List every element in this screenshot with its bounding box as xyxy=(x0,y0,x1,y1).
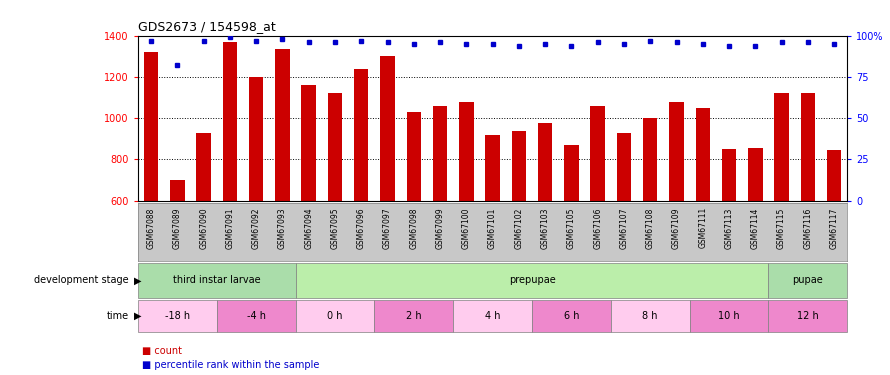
Bar xyxy=(295,300,375,332)
Bar xyxy=(617,133,631,201)
Text: GSM67093: GSM67093 xyxy=(278,207,287,249)
Bar xyxy=(375,300,453,332)
Text: GDS2673 / 154598_at: GDS2673 / 154598_at xyxy=(138,20,276,33)
Text: GSM67113: GSM67113 xyxy=(724,207,733,249)
Text: GSM67098: GSM67098 xyxy=(409,207,418,249)
Bar xyxy=(249,77,263,201)
Bar xyxy=(696,108,710,201)
Text: ■ count: ■ count xyxy=(142,346,182,355)
Bar xyxy=(217,300,295,332)
Text: GSM67089: GSM67089 xyxy=(173,207,182,249)
Text: GSM67108: GSM67108 xyxy=(646,207,655,249)
Bar xyxy=(564,145,578,201)
Bar xyxy=(407,112,421,201)
Text: GSM67116: GSM67116 xyxy=(804,207,813,249)
Bar xyxy=(433,106,448,201)
Text: ■ percentile rank within the sample: ■ percentile rank within the sample xyxy=(142,360,320,369)
Text: GSM67101: GSM67101 xyxy=(488,207,498,249)
Bar xyxy=(459,102,473,201)
Text: GSM67109: GSM67109 xyxy=(672,207,681,249)
Text: GSM67111: GSM67111 xyxy=(699,207,708,248)
Text: GSM67091: GSM67091 xyxy=(225,207,234,249)
Bar xyxy=(295,262,768,298)
Text: GSM67105: GSM67105 xyxy=(567,207,576,249)
Bar xyxy=(827,150,841,201)
Bar xyxy=(380,56,395,201)
Bar xyxy=(643,118,658,201)
Bar xyxy=(768,300,847,332)
Text: GSM67117: GSM67117 xyxy=(829,207,838,249)
Bar xyxy=(590,106,605,201)
Text: 10 h: 10 h xyxy=(718,311,740,321)
Text: GSM67090: GSM67090 xyxy=(199,207,208,249)
Text: -4 h: -4 h xyxy=(247,311,266,321)
Bar xyxy=(801,93,815,201)
Text: GSM67103: GSM67103 xyxy=(540,207,550,249)
Bar xyxy=(512,130,526,201)
Bar xyxy=(690,300,768,332)
Text: 6 h: 6 h xyxy=(563,311,579,321)
Bar xyxy=(328,93,343,201)
Text: time: time xyxy=(107,311,129,321)
Bar xyxy=(138,300,217,332)
Bar xyxy=(532,300,611,332)
Bar xyxy=(222,42,237,201)
Bar xyxy=(302,85,316,201)
Bar xyxy=(144,52,158,201)
Text: 0 h: 0 h xyxy=(328,311,343,321)
Text: 12 h: 12 h xyxy=(797,311,819,321)
Text: GSM67088: GSM67088 xyxy=(147,207,156,249)
Bar xyxy=(170,180,184,201)
Text: GSM67106: GSM67106 xyxy=(594,207,603,249)
Text: GSM67114: GSM67114 xyxy=(751,207,760,249)
Bar xyxy=(275,49,289,201)
Text: GSM67115: GSM67115 xyxy=(777,207,786,249)
Bar xyxy=(722,149,736,201)
Bar xyxy=(138,262,295,298)
Text: 4 h: 4 h xyxy=(485,311,500,321)
Bar xyxy=(768,262,847,298)
Text: GSM67107: GSM67107 xyxy=(619,207,628,249)
Bar xyxy=(197,133,211,201)
Text: ▶: ▶ xyxy=(134,275,141,285)
Bar xyxy=(453,300,532,332)
Bar xyxy=(669,102,684,201)
Bar xyxy=(748,148,763,201)
Text: third instar larvae: third instar larvae xyxy=(173,275,261,285)
Text: GSM67097: GSM67097 xyxy=(383,207,392,249)
Bar xyxy=(354,69,368,201)
Text: 8 h: 8 h xyxy=(643,311,658,321)
Text: development stage: development stage xyxy=(35,275,129,285)
Text: 2 h: 2 h xyxy=(406,311,422,321)
Bar xyxy=(485,135,500,201)
Text: GSM67099: GSM67099 xyxy=(435,207,445,249)
Text: prepupae: prepupae xyxy=(509,275,555,285)
Text: GSM67100: GSM67100 xyxy=(462,207,471,249)
Text: ▶: ▶ xyxy=(134,311,141,321)
Text: -18 h: -18 h xyxy=(165,311,190,321)
Bar xyxy=(774,93,789,201)
Text: GSM67092: GSM67092 xyxy=(252,207,261,249)
Text: GSM67094: GSM67094 xyxy=(304,207,313,249)
Bar xyxy=(611,300,690,332)
Text: GSM67102: GSM67102 xyxy=(514,207,523,249)
Text: GSM67096: GSM67096 xyxy=(357,207,366,249)
Text: GSM67095: GSM67095 xyxy=(330,207,339,249)
Bar xyxy=(538,123,553,201)
Text: pupae: pupae xyxy=(792,275,823,285)
